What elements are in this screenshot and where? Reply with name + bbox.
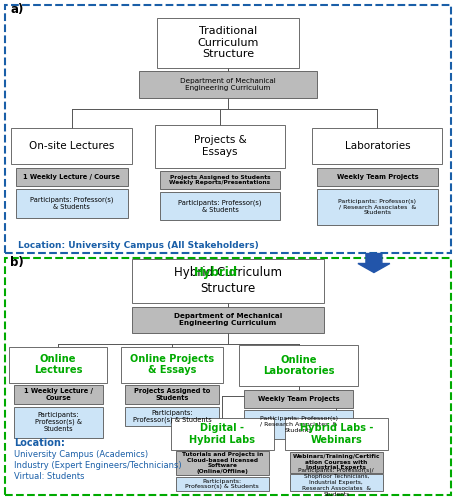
Bar	[5, 258, 450, 495]
Bar	[121, 346, 223, 382]
Text: Participants: Professor(s)/
Shopfloor Technicians,
Industrial Experts,
Research : Participants: Professor(s)/ Shopfloor Te…	[298, 468, 373, 496]
Text: Traditional
Curriculum
Structure: Traditional Curriculum Structure	[197, 26, 258, 59]
Text: Department of Mechanical
Engineering Curriculum: Department of Mechanical Engineering Cur…	[180, 78, 275, 91]
Bar	[157, 18, 298, 68]
Bar	[11, 128, 132, 164]
Text: Participants:
Professor(s) &
Students: Participants: Professor(s) & Students	[35, 412, 81, 432]
Text: 1 Weekly Lecture /
Course: 1 Weekly Lecture / Course	[24, 388, 92, 401]
Text: Industry (Expert Engineers/Technicians): Industry (Expert Engineers/Technicians)	[14, 461, 181, 470]
Text: Online
Lectures: Online Lectures	[34, 354, 82, 376]
Bar	[159, 192, 280, 220]
Bar	[243, 390, 353, 407]
Text: Location: University Campus (All Stakeholders): Location: University Campus (All Stakeho…	[18, 242, 258, 250]
Text: Participants:
Professor(s) & Students: Participants: Professor(s) & Students	[185, 478, 258, 490]
Text: Structure: Structure	[200, 282, 255, 295]
Text: Participants: Professor(s)
& Students: Participants: Professor(s) & Students	[30, 196, 113, 210]
Bar	[159, 171, 280, 189]
Text: Digital -
Hybrid Labs: Digital - Hybrid Labs	[189, 423, 255, 444]
Text: Hybrid: Hybrid	[193, 266, 238, 279]
Text: Online
Laboratories: Online Laboratories	[263, 354, 334, 376]
Bar	[312, 128, 441, 164]
Text: Participants: Professor(s)
/ Research Associates  &
Students: Participants: Professor(s) / Research As…	[338, 198, 415, 216]
Text: b): b)	[10, 256, 24, 269]
Text: Projects Assigned to
Students: Projects Assigned to Students	[134, 388, 210, 401]
Bar	[316, 189, 437, 225]
Bar	[125, 385, 218, 404]
Bar	[139, 72, 316, 98]
Bar	[16, 189, 127, 218]
Text: Webinars/Training/Certific
ation Courses with
Industrial Experts: Webinars/Training/Certific ation Courses…	[292, 454, 379, 470]
Text: Laboratories: Laboratories	[344, 141, 409, 151]
Text: Tutorials and Projects in
Cloud-based licensed
Software
(Online/Offline): Tutorials and Projects in Cloud-based li…	[181, 452, 263, 474]
Bar	[132, 306, 323, 332]
Text: Hybrid Curriculum: Hybrid Curriculum	[174, 266, 281, 279]
Text: On-site Lectures: On-site Lectures	[29, 141, 114, 151]
Bar	[14, 385, 102, 404]
Polygon shape	[357, 254, 389, 272]
Bar	[243, 410, 353, 439]
Bar	[239, 345, 357, 386]
Text: Weekly Team Projects: Weekly Team Projects	[336, 174, 417, 180]
Text: Hybrid Labs -
Webinars: Hybrid Labs - Webinars	[299, 423, 372, 444]
Bar	[289, 474, 382, 491]
Bar	[14, 406, 102, 438]
Text: Projects &
Essays: Projects & Essays	[193, 136, 246, 157]
Bar	[5, 5, 450, 252]
Text: Location:: Location:	[14, 438, 65, 448]
Bar	[9, 346, 107, 382]
Bar	[132, 258, 323, 302]
Bar	[171, 418, 273, 450]
Text: Online Projects
& Essays: Online Projects & Essays	[130, 354, 214, 376]
Text: a): a)	[10, 3, 23, 16]
Text: Participants:
Professor(s) & Students: Participants: Professor(s) & Students	[132, 410, 211, 423]
Bar	[289, 452, 382, 472]
Text: Projects Assigned to Students
Weekly Reports/Presentations: Projects Assigned to Students Weekly Rep…	[169, 174, 270, 186]
Bar	[125, 407, 218, 426]
Bar	[16, 168, 127, 186]
Bar	[316, 168, 437, 186]
Bar	[175, 451, 268, 475]
Bar	[175, 477, 268, 491]
Text: University Campus (Academics): University Campus (Academics)	[14, 450, 147, 459]
Text: Virtual: Students: Virtual: Students	[14, 472, 84, 481]
Bar	[155, 125, 284, 168]
Text: Participants: Professor(s)
& Students: Participants: Professor(s) & Students	[178, 200, 261, 213]
Text: Weekly Team Projects: Weekly Team Projects	[257, 396, 339, 402]
Text: 1 Weekly Lecture / Course: 1 Weekly Lecture / Course	[23, 174, 120, 180]
Text: Participants: Professor(s)
/ Research Associates  &
Students: Participants: Professor(s) / Research As…	[259, 416, 337, 433]
Text: Department of Mechanical
Engineering Curriculum: Department of Mechanical Engineering Cur…	[173, 313, 282, 326]
Bar	[284, 418, 387, 450]
